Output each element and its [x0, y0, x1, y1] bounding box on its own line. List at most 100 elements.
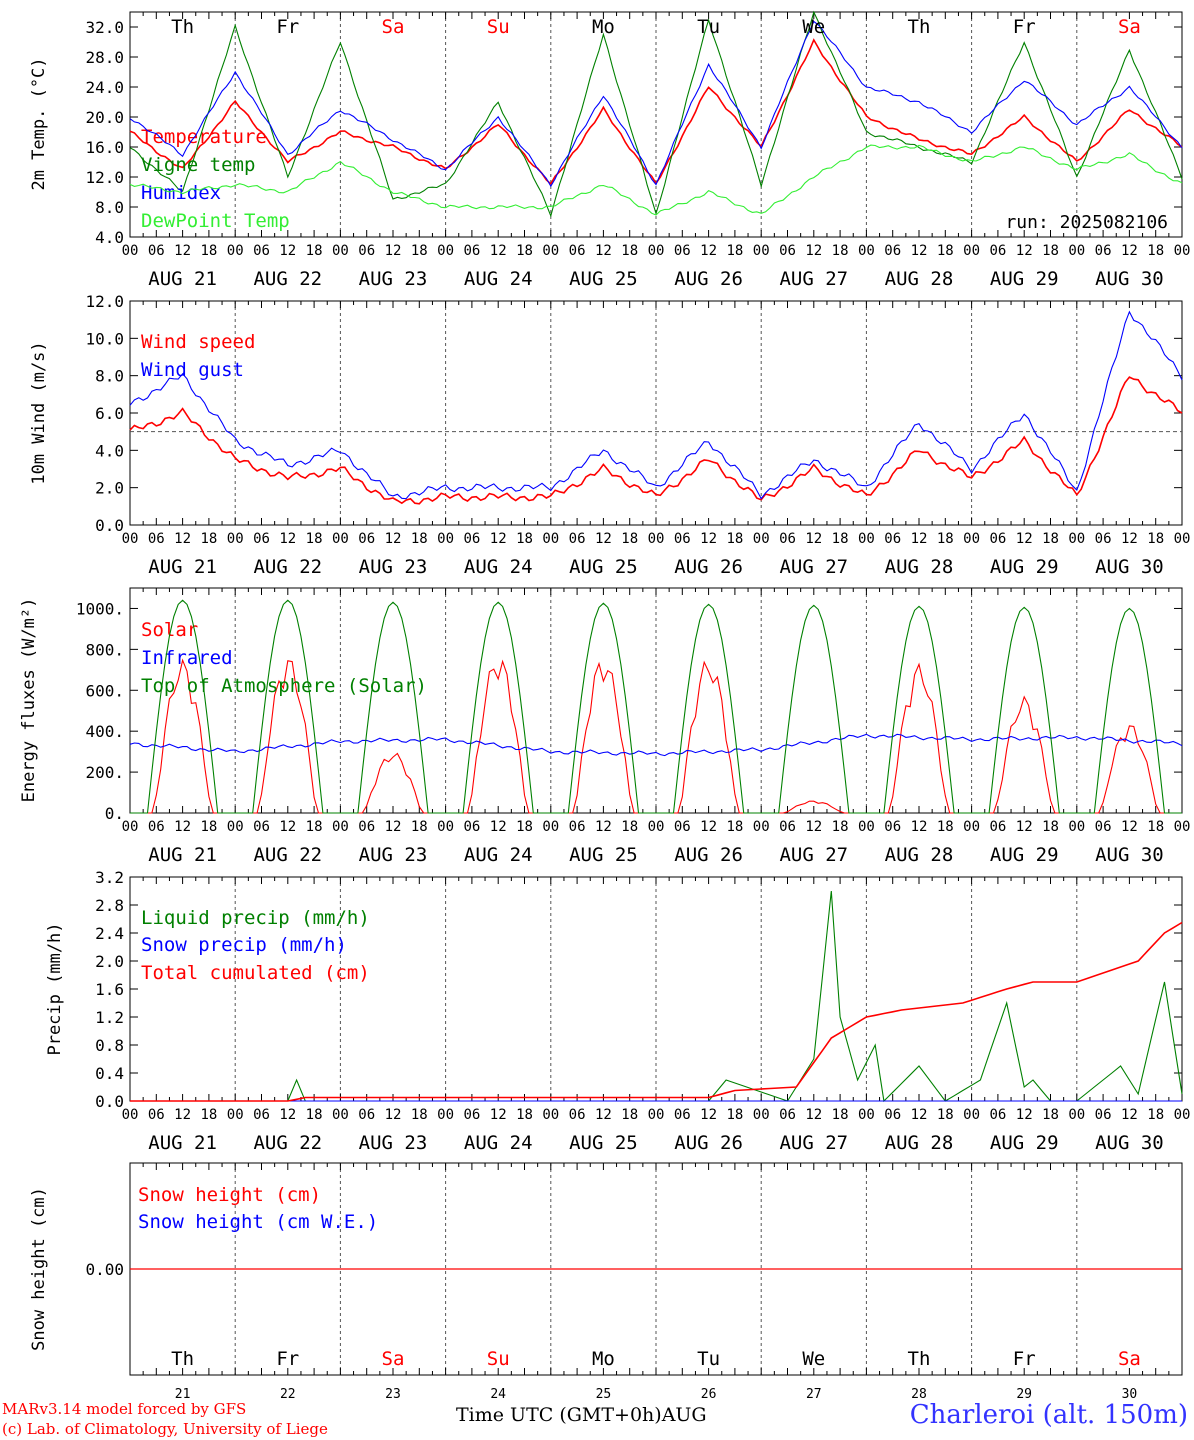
legend-entry: Total cumulated (cm) — [141, 962, 370, 984]
y-tick-label: 2.8 — [95, 896, 124, 915]
date-label: AUG 23 — [359, 1132, 428, 1154]
y-tick-label: 0.4 — [95, 1064, 124, 1083]
y-tick-label: 600. — [85, 681, 124, 700]
y-tick-label: 24.0 — [85, 78, 124, 97]
date-label: AUG 28 — [885, 556, 954, 578]
date-label: AUG 30 — [1095, 844, 1164, 866]
y-tick-label: 8.0 — [95, 198, 124, 217]
hour-tick-label: 06 — [989, 243, 1006, 259]
hour-tick-label: 18 — [937, 819, 954, 835]
day-of-week-label: Fr — [276, 1348, 299, 1370]
hour-tick-label: 00 — [1068, 1107, 1085, 1123]
day-of-week-label: Su — [487, 1348, 510, 1370]
hour-tick-label: 06 — [569, 819, 586, 835]
day-number-label: 30 — [1122, 1387, 1138, 1402]
hour-tick-label: 06 — [463, 243, 480, 259]
date-label: AUG 26 — [674, 556, 743, 578]
hour-tick-label: 06 — [779, 1107, 796, 1123]
hour-tick-label: 06 — [253, 819, 270, 835]
hour-tick-label: 18 — [1147, 531, 1164, 547]
y-tick-label: 2.0 — [95, 479, 124, 498]
day-of-week-label: Sa — [382, 1348, 405, 1370]
day-of-week-label: Th — [908, 16, 931, 38]
hour-tick-label: 06 — [463, 1107, 480, 1123]
day-number-label: 28 — [911, 1387, 927, 1402]
hour-tick-label: 06 — [148, 819, 165, 835]
hour-tick-label: 06 — [253, 531, 270, 547]
hour-tick-label: 00 — [753, 531, 770, 547]
hour-tick-label: 18 — [726, 243, 743, 259]
hour-tick-label: 00 — [227, 1107, 244, 1123]
hour-tick-label: 12 — [911, 531, 928, 547]
y-tick-label: 1000. — [76, 599, 124, 618]
hour-tick-label: 06 — [884, 1107, 901, 1123]
hour-tick-label: 18 — [200, 531, 217, 547]
y-tick-label: 3.2 — [95, 868, 124, 887]
hour-tick-label: 00 — [858, 243, 875, 259]
hour-tick-label: 00 — [437, 1107, 454, 1123]
hour-tick-label: 06 — [674, 243, 691, 259]
date-label: AUG 29 — [990, 844, 1059, 866]
hour-tick-label: 12 — [385, 531, 402, 547]
hour-tick-label: 06 — [253, 1107, 270, 1123]
run-label: run: 2025082106 — [1005, 212, 1168, 233]
hour-tick-label: 06 — [884, 531, 901, 547]
day-number-label: 25 — [596, 1387, 612, 1402]
hour-tick-label: 18 — [1147, 819, 1164, 835]
hour-tick-label: 12 — [595, 531, 612, 547]
hour-tick-label: 00 — [648, 531, 665, 547]
legend-entry: DewPoint Temp — [141, 210, 290, 232]
hour-tick-label: 00 — [963, 243, 980, 259]
hour-tick-label: 12 — [490, 1107, 507, 1123]
date-label: AUG 24 — [464, 844, 533, 866]
hour-tick-label: 00 — [1174, 1107, 1191, 1123]
day-of-week-label: Th — [171, 1348, 194, 1370]
day-of-week-label: We — [802, 1348, 825, 1370]
hour-tick-label: 12 — [805, 819, 822, 835]
y-tick-label: 2.4 — [95, 924, 124, 943]
hour-tick-label: 18 — [306, 531, 323, 547]
hour-tick-label: 00 — [753, 243, 770, 259]
hour-tick-label: 12 — [174, 531, 191, 547]
day-number-label: 29 — [1016, 1387, 1032, 1402]
plot-frame — [129, 300, 1183, 526]
hour-tick-label: 12 — [595, 819, 612, 835]
station-label: Charleroi (alt. 150m) — [909, 1400, 1188, 1430]
legend-entry: Snow height (cm) — [138, 1184, 321, 1206]
hour-tick-label: 18 — [832, 243, 849, 259]
lab-credit: (c) Lab. of Climatology, University of L… — [2, 1420, 328, 1438]
hour-tick-label: 00 — [858, 531, 875, 547]
date-label: AUG 27 — [779, 844, 848, 866]
legend-entry: Temperature — [141, 126, 267, 148]
y-tick-label: 6.0 — [95, 404, 124, 423]
hour-tick-label: 12 — [174, 819, 191, 835]
y-tick-label: 200. — [85, 763, 124, 782]
hour-tick-label: 18 — [832, 531, 849, 547]
hour-tick-label: 18 — [1042, 531, 1059, 547]
day-number-label: 24 — [490, 1387, 506, 1402]
hour-tick-label: 18 — [200, 819, 217, 835]
date-label: AUG 24 — [464, 268, 533, 290]
legend-entry: Snow height (cm W.E.) — [138, 1211, 378, 1233]
date-label: AUG 28 — [885, 268, 954, 290]
hour-tick-label: 06 — [674, 531, 691, 547]
hour-tick-label: 18 — [516, 819, 533, 835]
hour-tick-label: 06 — [358, 1107, 375, 1123]
hour-tick-label: 00 — [122, 243, 139, 259]
hour-tick-label: 00 — [227, 819, 244, 835]
date-label: AUG 26 — [674, 1132, 743, 1154]
series-line-total-cumulated-cm- — [130, 921, 1183, 1102]
date-label: AUG 21 — [148, 556, 217, 578]
hour-tick-label: 18 — [306, 1107, 323, 1123]
series-line-infrared — [129, 733, 1183, 757]
hour-tick-label: 06 — [1095, 819, 1112, 835]
hour-tick-label: 06 — [569, 531, 586, 547]
y-tick-label: 0.8 — [95, 1036, 124, 1055]
hour-tick-label: 00 — [1174, 243, 1191, 259]
hour-tick-label: 00 — [648, 1107, 665, 1123]
hour-tick-label: 12 — [911, 243, 928, 259]
hour-tick-label: 18 — [411, 531, 428, 547]
y-tick-label: 4.0 — [95, 228, 124, 247]
date-label: AUG 30 — [1095, 556, 1164, 578]
